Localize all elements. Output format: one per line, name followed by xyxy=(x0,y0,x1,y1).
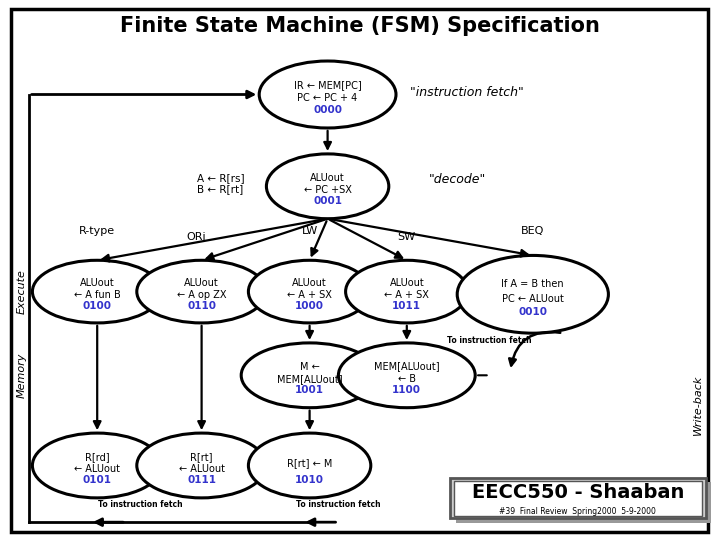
Text: 0010: 0010 xyxy=(518,307,547,317)
Text: #39  Final Review  Spring2000  5-9-2000: #39 Final Review Spring2000 5-9-2000 xyxy=(500,507,656,516)
Text: 1001: 1001 xyxy=(295,385,324,395)
Text: ← B: ← B xyxy=(397,374,416,384)
Text: MEM[ALUout]: MEM[ALUout] xyxy=(374,362,440,372)
Text: 1000: 1000 xyxy=(295,301,324,310)
Text: "instruction fetch": "instruction fetch" xyxy=(410,86,524,99)
Text: Write-back: Write-back xyxy=(693,375,703,435)
Text: LW: LW xyxy=(302,226,318,236)
Text: ← ALUout: ← ALUout xyxy=(74,464,120,474)
Ellipse shape xyxy=(137,433,266,498)
Text: EECC550 - Shaaban: EECC550 - Shaaban xyxy=(472,483,684,502)
Text: M ←: M ← xyxy=(300,362,320,372)
Text: To instruction fetch: To instruction fetch xyxy=(98,501,183,509)
Text: IR ← MEM[PC]: IR ← MEM[PC] xyxy=(294,80,361,91)
Text: Finite State Machine (FSM) Specification: Finite State Machine (FSM) Specification xyxy=(120,16,600,36)
Ellipse shape xyxy=(338,343,475,408)
Text: "decode": "decode" xyxy=(428,173,486,186)
Text: ALUout: ALUout xyxy=(184,278,219,288)
Text: BEQ: BEQ xyxy=(521,226,544,236)
Text: If A = B then: If A = B then xyxy=(502,279,564,289)
Text: ORi: ORi xyxy=(186,232,206,241)
Text: Memory: Memory xyxy=(17,353,27,398)
Text: ← A fun B: ← A fun B xyxy=(74,290,120,300)
Text: R-type: R-type xyxy=(79,226,115,236)
Text: ALUout: ALUout xyxy=(80,278,114,288)
Ellipse shape xyxy=(248,433,371,498)
Text: R[rt] ← M: R[rt] ← M xyxy=(287,458,333,468)
Text: 1010: 1010 xyxy=(295,475,324,485)
Text: PC ← ALUout: PC ← ALUout xyxy=(502,294,564,303)
Text: ← A + SX: ← A + SX xyxy=(384,290,429,300)
Ellipse shape xyxy=(259,61,396,128)
Ellipse shape xyxy=(248,260,371,323)
Ellipse shape xyxy=(457,255,608,333)
Ellipse shape xyxy=(137,260,266,323)
Text: PC ← PC + 4: PC ← PC + 4 xyxy=(297,93,358,103)
Text: 0100: 0100 xyxy=(83,301,112,310)
Text: 0111: 0111 xyxy=(187,475,216,485)
Text: ← PC +SX: ← PC +SX xyxy=(304,185,351,195)
Ellipse shape xyxy=(346,260,468,323)
Text: ← A + SX: ← A + SX xyxy=(287,290,332,300)
Bar xyxy=(456,482,711,523)
Text: A ← R[rs]
B ← R[rt]: A ← R[rs] B ← R[rt] xyxy=(197,173,245,194)
Text: SW: SW xyxy=(397,232,416,241)
Text: 0110: 0110 xyxy=(187,301,216,310)
Text: ← A op ZX: ← A op ZX xyxy=(177,290,226,300)
Ellipse shape xyxy=(32,433,162,498)
Bar xyxy=(454,481,702,516)
Text: R[rt]: R[rt] xyxy=(190,452,213,462)
Text: MEM[ALUout]: MEM[ALUout] xyxy=(276,374,343,384)
Text: 1100: 1100 xyxy=(392,385,421,395)
Text: To instruction fetch: To instruction fetch xyxy=(296,501,381,509)
Text: 0101: 0101 xyxy=(83,475,112,485)
Text: R[rd]: R[rd] xyxy=(85,452,109,462)
Text: ALUout: ALUout xyxy=(310,173,345,183)
Text: ALUout: ALUout xyxy=(292,278,327,288)
Bar xyxy=(450,478,706,518)
Text: ← ALUout: ← ALUout xyxy=(179,464,225,474)
Text: 1011: 1011 xyxy=(392,301,421,310)
Text: To instruction fetch: To instruction fetch xyxy=(447,336,532,345)
Ellipse shape xyxy=(32,260,162,323)
Ellipse shape xyxy=(266,154,389,219)
Text: 0000: 0000 xyxy=(313,105,342,114)
Text: 0001: 0001 xyxy=(313,196,342,206)
Ellipse shape xyxy=(241,343,378,408)
Text: Execute: Execute xyxy=(17,269,27,314)
Text: ALUout: ALUout xyxy=(390,278,424,288)
